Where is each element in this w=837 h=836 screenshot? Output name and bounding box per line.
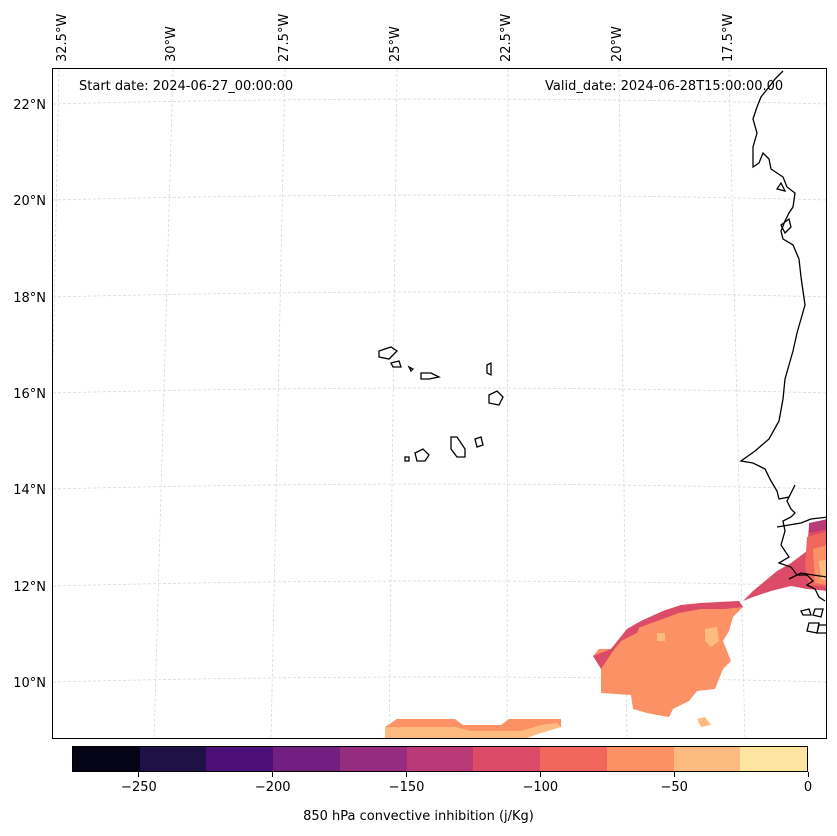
lon-label-30w: 30°W [164, 26, 179, 62]
parallel-20n [53, 194, 826, 201]
meridian-25w [388, 69, 398, 738]
cin-region-south-edge [593, 623, 641, 669]
valid-date-text: Valid_date: 2024-06-28T15:00:00.00 [545, 79, 784, 94]
map-canvas [53, 69, 826, 738]
coastline-guinea-bissau [788, 572, 826, 580]
cin-region-east-purple [809, 519, 826, 533]
colorbar-segment [339, 747, 407, 771]
island-sal [486, 361, 492, 377]
lon-label-22-5w: 22.5°W [499, 13, 514, 62]
lat-label-14n: 14°N [13, 483, 46, 498]
cin-region-bottom-strip-light [385, 723, 561, 738]
colorbar-tick-label: −150 [388, 780, 425, 795]
meridian-17-5w [728, 69, 746, 738]
island-fogo [414, 448, 430, 462]
island-bijagos-1 [800, 608, 812, 616]
colorbar-segment [206, 747, 274, 771]
colorbar-title: 850 hPa convective inhibition (j/Kg) [303, 809, 534, 824]
island-banc-arguin [780, 217, 792, 235]
cin-region-east-band [743, 519, 826, 601]
island-brava [404, 456, 410, 462]
colorbar-segment [606, 747, 674, 771]
colorbar-tick-label: −250 [121, 780, 157, 795]
colorbar-segment [139, 747, 207, 771]
cin-region-south-tail [697, 717, 711, 727]
island-santiago [450, 436, 466, 458]
colorbar-tick [272, 772, 274, 777]
lat-label-16n: 16°N [13, 387, 46, 402]
colorbar-segment [740, 747, 808, 771]
parallel-22n [53, 98, 826, 105]
parallel-16n [53, 387, 826, 394]
cin-region-south-plume [593, 601, 743, 717]
graticule [53, 69, 826, 738]
cin-field [385, 519, 826, 738]
lon-label-27-5w: 27.5°W [277, 13, 292, 62]
cin-region-east-hot [819, 559, 826, 581]
coastline-africa [739, 70, 826, 602]
colorbar-tick-label: −50 [660, 780, 688, 795]
lon-label-17-5w: 17.5°W [721, 13, 736, 62]
island-senegal-coast [775, 181, 787, 192]
colorbar-tick-label: −200 [254, 780, 291, 795]
lat-label-10n: 10°N [13, 676, 46, 691]
coastlines [378, 70, 826, 634]
island-bijagos-2 [812, 608, 824, 618]
map-panel: Start date: 2024-06-27_00:00:00 Valid_da… [52, 68, 827, 739]
island-maio [474, 436, 484, 448]
lon-label-32-5w: 32.5°W [55, 13, 70, 62]
cin-region-south-inner2 [657, 633, 665, 641]
colorbar-segment [273, 747, 340, 771]
meridian-30w [153, 69, 174, 738]
colorbar [72, 746, 808, 772]
colorbar-tick [539, 772, 541, 777]
lat-label-18n: 18°N [13, 291, 46, 306]
island-bijagos-4 [816, 624, 826, 634]
start-date-text: Start date: 2024-06-27_00:00:00 [79, 79, 294, 94]
parallel-18n [53, 291, 826, 298]
lat-label-22n: 22°N [13, 98, 46, 113]
coastline-gambia [776, 516, 826, 528]
colorbar-segment [473, 747, 541, 771]
lon-label-25w: 25°W [388, 26, 403, 62]
lat-label-12n: 12°N [13, 580, 46, 595]
cin-region-south-top [627, 601, 743, 629]
colorbar-tick [807, 772, 809, 777]
colorbar-tick [138, 772, 140, 777]
colorbar-segment [673, 747, 741, 771]
parallel-14n [53, 483, 826, 490]
lon-label-20w: 20°W [610, 26, 625, 62]
colorbar-segment [73, 747, 140, 771]
parallel-12n [53, 580, 826, 587]
island-boa-vista [488, 390, 504, 406]
colorbar-tick [406, 772, 408, 777]
meridian-27-5w [270, 69, 286, 738]
meridian-32-5w [53, 69, 60, 362]
parallel-10n [53, 676, 826, 683]
meridian-20w [618, 69, 628, 738]
meridian-22-5w [506, 69, 509, 738]
island-sao-vicente [390, 360, 402, 368]
lat-label-20n: 20°N [13, 194, 46, 209]
colorbar-tick-label: 0 [803, 780, 813, 795]
colorbar-tick-label: −100 [522, 780, 559, 795]
cin-region-south-inner [705, 627, 719, 647]
colorbar-segment [540, 747, 607, 771]
colorbar-tick [673, 772, 675, 777]
colorbar-segment [406, 747, 474, 771]
island-sao-nicolau [420, 372, 441, 380]
island-santa-luzia [407, 365, 415, 373]
island-santo-antao [378, 346, 399, 360]
